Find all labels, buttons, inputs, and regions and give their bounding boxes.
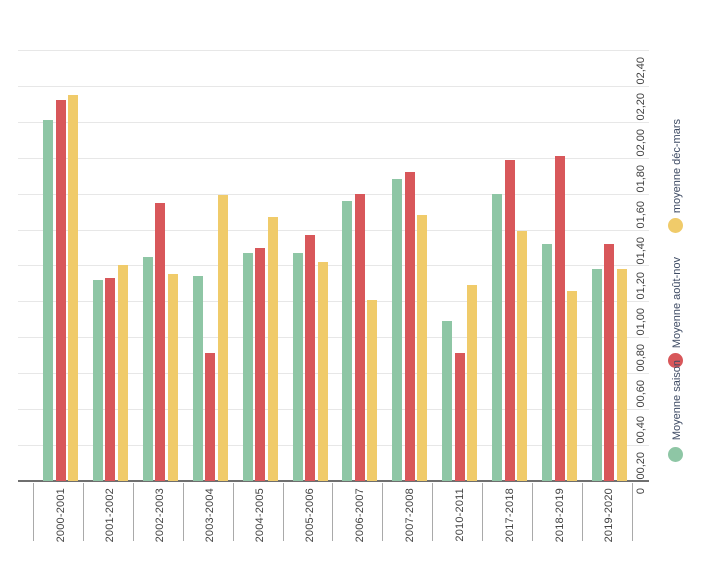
- bar-moyenne-d-c-mars-2005-2006[interactable]: [317, 262, 328, 481]
- legend-label-aout-nov: Moyenne août-nov: [671, 256, 683, 348]
- value-axis-label: 01,40: [635, 237, 647, 265]
- value-axis-label: 02,40: [635, 57, 647, 85]
- category-axis-line: [18, 480, 649, 482]
- bar-moyenne-saison-2017-2018[interactable]: [492, 194, 503, 481]
- legend-dot-aout-nov: [668, 353, 683, 368]
- category-tick: [232, 483, 234, 541]
- value-axis-label: 0: [635, 488, 647, 495]
- bar-moyenne-ao-t-nov-2007-2008[interactable]: [404, 172, 415, 481]
- gridline: [18, 337, 649, 338]
- category-label: 2002-2003: [154, 488, 167, 543]
- category-tick: [432, 483, 434, 541]
- bar-moyenne-saison-2004-2005[interactable]: [242, 253, 253, 481]
- category-label: 2017-2018: [503, 488, 516, 543]
- gridline: [18, 194, 649, 195]
- category-tick: [82, 483, 84, 541]
- category-tick: [182, 483, 184, 541]
- bar-moyenne-d-c-mars-2000-2001[interactable]: [68, 95, 78, 481]
- category-tick: [33, 483, 34, 541]
- gridline: [18, 230, 649, 231]
- bar-moyenne-ao-t-nov-2010-2011[interactable]: [454, 353, 465, 481]
- category-tick: [482, 483, 484, 541]
- bar-moyenne-saison-2019-2020[interactable]: [591, 269, 602, 481]
- gridline: [18, 409, 649, 410]
- category-label: 2019-2020: [603, 488, 616, 543]
- gridline: [18, 445, 649, 446]
- value-axis-label: 01,80: [635, 165, 647, 193]
- value-axis-label: 02,00: [635, 129, 647, 157]
- bar-moyenne-d-c-mars-2010-2011[interactable]: [467, 285, 478, 481]
- category-label: 2001-2002: [104, 488, 117, 543]
- gridline: [18, 301, 649, 302]
- bar-moyenne-saison-2000-2001[interactable]: [43, 120, 53, 481]
- category-tick: [332, 483, 334, 541]
- category-label: 2004-2005: [254, 488, 267, 543]
- bar-moyenne-ao-t-nov-2005-2006[interactable]: [305, 235, 315, 481]
- bar-moyenne-d-c-mars-2017-2018[interactable]: [517, 231, 528, 481]
- gridline: [18, 265, 649, 266]
- gridline: [18, 86, 649, 87]
- value-axis-label: 01,00: [635, 308, 647, 336]
- category-tick: [581, 483, 583, 541]
- bar-moyenne-saison-2005-2006[interactable]: [292, 253, 303, 481]
- category-tick: [132, 483, 134, 541]
- bar-moyenne-ao-t-nov-2001-2002[interactable]: [105, 278, 116, 481]
- bar-moyenne-ao-t-nov-2006-2007[interactable]: [354, 194, 365, 481]
- gridline: [18, 373, 649, 374]
- bar-moyenne-saison-2001-2002[interactable]: [92, 280, 103, 481]
- bar-moyenne-ao-t-nov-2003-2004[interactable]: [205, 353, 216, 481]
- value-axis-label: 00,40: [635, 416, 647, 444]
- category-label: 2006-2007: [353, 488, 366, 543]
- bar-moyenne-saison-2018-2019[interactable]: [542, 244, 552, 481]
- value-axis-label: 01,60: [635, 201, 647, 229]
- bar-moyenne-ao-t-nov-2004-2005[interactable]: [255, 248, 266, 481]
- bar-moyenne-d-c-mars-2004-2005[interactable]: [267, 217, 278, 481]
- bar-moyenne-d-c-mars-2006-2007[interactable]: [367, 300, 378, 481]
- legend-label-saison: Moyenne saison: [671, 359, 683, 440]
- bar-moyenne-ao-t-nov-2002-2003[interactable]: [155, 203, 166, 481]
- bar-moyenne-saison-2010-2011[interactable]: [442, 321, 453, 481]
- legend-dot-saison: [668, 447, 683, 462]
- bar-moyenne-saison-2003-2004[interactable]: [192, 276, 203, 481]
- category-tick: [631, 483, 633, 541]
- bar-moyenne-d-c-mars-2019-2020[interactable]: [616, 269, 627, 481]
- gridline: [18, 50, 649, 51]
- bar-moyenne-ao-t-nov-2000-2001[interactable]: [55, 100, 66, 481]
- legend-dot-dec-mars: [668, 218, 683, 233]
- bar-moyenne-d-c-mars-2002-2003[interactable]: [167, 274, 178, 481]
- bar-moyenne-d-c-mars-2007-2008[interactable]: [417, 215, 428, 481]
- value-axis-label: 00,20: [635, 452, 647, 480]
- bar-moyenne-saison-2002-2003[interactable]: [142, 257, 153, 481]
- bar-moyenne-d-c-mars-2001-2002[interactable]: [117, 265, 128, 481]
- gridline: [18, 158, 649, 159]
- category-tick: [282, 483, 284, 541]
- bar-moyenne-ao-t-nov-2019-2020[interactable]: [604, 244, 615, 481]
- category-label: 2018-2019: [553, 488, 566, 543]
- value-axis-label: 01,20: [635, 272, 647, 300]
- category-tick: [532, 483, 533, 541]
- value-axis-label: 00,80: [635, 344, 647, 372]
- gridline: [18, 122, 649, 123]
- value-axis-label: 02,20: [635, 93, 647, 121]
- category-label: 2010-2011: [453, 488, 466, 542]
- bar-moyenne-saison-2007-2008[interactable]: [392, 179, 403, 481]
- category-label: 2007-2008: [403, 488, 416, 543]
- bar-moyenne-d-c-mars-2018-2019[interactable]: [567, 291, 577, 481]
- category-label: 2000-2001: [54, 488, 67, 543]
- legend-label-dec-mars: moyenne déc-mars: [671, 118, 683, 213]
- bar-moyenne-d-c-mars-2003-2004[interactable]: [217, 195, 228, 481]
- bar-moyenne-saison-2006-2007[interactable]: [342, 201, 353, 481]
- value-axis-label: 00,60: [635, 380, 647, 408]
- category-label: 2005-2006: [304, 488, 316, 543]
- bar-moyenne-ao-t-nov-2018-2019[interactable]: [554, 156, 565, 481]
- category-label: 2003-2004: [204, 488, 217, 543]
- category-tick: [382, 483, 384, 541]
- bar-moyenne-ao-t-nov-2017-2018[interactable]: [504, 160, 515, 481]
